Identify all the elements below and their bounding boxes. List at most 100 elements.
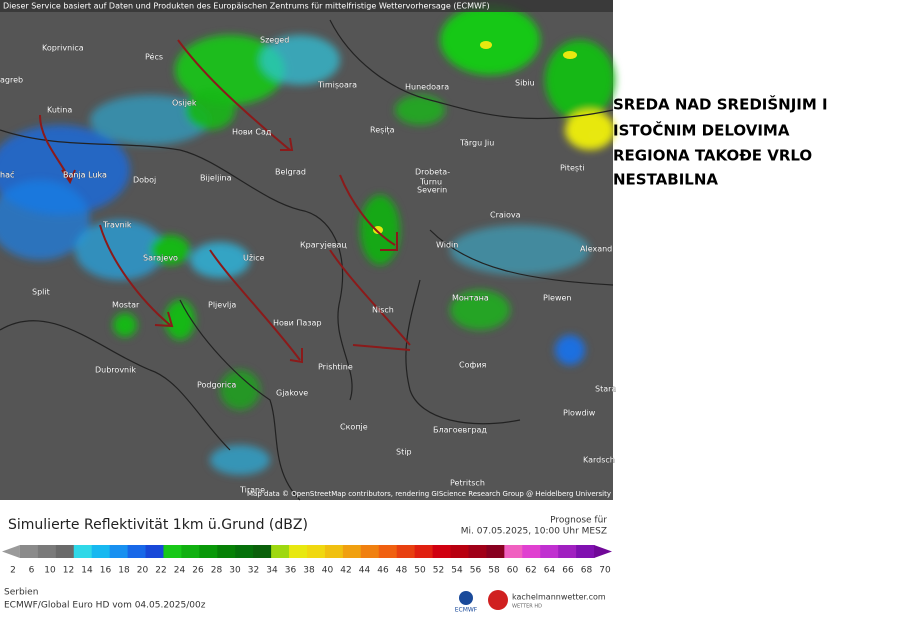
colorbar-segment [414, 545, 434, 558]
colorbar-tick-label: 12 [63, 566, 74, 576]
colorbar-segment [307, 545, 326, 558]
colorbar-segment [522, 545, 541, 558]
colorbar-segment [253, 545, 272, 558]
colorbar-segment [181, 545, 200, 558]
annotation-line: REGIONA TAKOĐE VRLO [613, 147, 812, 165]
trend-arrows [39, 39, 411, 364]
ecmwf-logo: ECMWF [455, 607, 478, 614]
city-label: hać [0, 170, 14, 180]
city-label: Pljevlja [208, 301, 236, 310]
colorbar-segment [342, 545, 362, 558]
colorbar-tick-label: 10 [44, 566, 56, 576]
colorbar-segment [450, 545, 469, 558]
city-label: Нови Сад [232, 128, 272, 137]
colorbar-segment [558, 545, 577, 558]
colorbar-tick-label: 42 [340, 566, 351, 576]
colorbar-tick-label: 66 [562, 566, 574, 576]
annotation-line: ISTOČNIM DELOVIMA [613, 121, 790, 140]
map: Koprivnica Pécs Szeged Osijek agreb Kutina Tim… [0, 0, 617, 501]
city-label: Крагујевац [300, 241, 347, 250]
attribution: Dieser Service basiert auf Daten und Pro… [3, 2, 490, 11]
colorbar-segment [37, 545, 57, 558]
city-label: Pécs [145, 52, 163, 62]
city-label: Нови Пазар [273, 319, 322, 328]
city-label: Szeged [260, 36, 289, 45]
colorbar-tick-label: 14 [81, 566, 93, 576]
colorbar-tick-label: 2 [10, 566, 16, 576]
city-label: Drobeta- [415, 168, 450, 177]
city-label: Монтана [452, 294, 489, 303]
city-label: Sarajevo [143, 254, 178, 263]
city-label: Alexand [580, 245, 612, 254]
model-run: ECMWF/Global Euro HD vom 04.05.2025/00z [4, 601, 206, 611]
colorbar-tick-label: 56 [470, 566, 482, 576]
colorbar-tick-label: 38 [303, 566, 315, 576]
colorbar-tick-label: 32 [248, 566, 259, 576]
colorbar-tick-label: 62 [525, 566, 536, 576]
city-label: Mostar [112, 301, 140, 310]
city-label: Reșița [370, 126, 395, 136]
colorbar-segment [504, 545, 523, 558]
city-label: Užice [243, 254, 265, 263]
site-icon [488, 590, 508, 610]
colorbar-segment [109, 545, 129, 558]
city-label: София [459, 361, 487, 370]
city-label: Gjakove [276, 389, 308, 398]
colorbar-tick-label: 28 [211, 566, 223, 576]
colorbar-segment [199, 545, 218, 558]
city-label: Pitești [560, 164, 584, 174]
colorbar-segment [594, 545, 612, 558]
colorbar-segment [324, 545, 344, 558]
colorbar-tick-label: 50 [414, 566, 426, 576]
colorbar-segment [235, 545, 254, 558]
city-label: agreb [0, 76, 23, 85]
colorbar-segment [360, 545, 380, 558]
colorbar-tick-label: 6 [29, 566, 35, 576]
city-label: Petritsch [450, 479, 485, 488]
region: Serbien [4, 588, 38, 598]
city-label: Turnu [419, 178, 442, 187]
colorbar-tick-label: 52 [433, 566, 444, 576]
site-sub: WETTER HD [512, 604, 542, 610]
colorbar-tick-label: 16 [100, 566, 112, 576]
colorbar-segment [289, 545, 308, 558]
colorbar-tick-label: 68 [581, 566, 593, 576]
colorbar-tick-label: 70 [599, 566, 611, 576]
colorbar-tick-label: 40 [322, 566, 334, 576]
city-label: Nisch [372, 306, 394, 315]
site-logo: kachelmannwetter.com [512, 593, 606, 602]
city-label: Severin [417, 186, 447, 195]
colorbar-tick-label: 44 [359, 566, 371, 576]
city-label: Craiova [490, 211, 521, 220]
city-label: Timișoara [317, 81, 357, 91]
attribution-bar [0, 0, 613, 12]
colorbar-tick-label: 58 [488, 566, 500, 576]
colorbar-segment [271, 545, 290, 558]
city-label: Sibiu [515, 79, 535, 88]
colorbar-tick-label: 36 [285, 566, 297, 576]
city-label: Podgorica [197, 381, 236, 390]
colorbar-tick-label: 20 [137, 566, 149, 576]
city-label: Travnik [102, 221, 132, 230]
colorbar-segment [2, 545, 20, 558]
ecmwf-icon [459, 591, 473, 605]
colorbar-segment [145, 545, 164, 558]
city-label: Widin [436, 241, 458, 250]
colorbar-segment [55, 545, 75, 558]
borders [0, 19, 614, 501]
colorbar-segment [486, 545, 505, 558]
colorbar-tick-label: 34 [266, 566, 278, 576]
colorbar-segment [163, 545, 182, 558]
city-label: Bijeljina [200, 174, 232, 183]
legend: Simulierte Reflektivität 1km ü.Grund (dB… [2, 516, 612, 614]
city-labels: Koprivnica Pécs Szeged Osijek agreb Kutina Tim… [0, 35, 617, 494]
colorbar-segment [396, 545, 416, 558]
city-label: Plowdiw [563, 409, 596, 418]
colorbar-tick-label: 24 [174, 566, 186, 576]
city-label: Kardsch [583, 456, 615, 465]
colorbar-segment [378, 545, 398, 558]
city-label: Split [32, 288, 50, 297]
annotation: SREDA NAD SREDIŠNJIM I ISTOČNIM DELOVIMA… [613, 95, 828, 189]
city-label: Plewen [543, 294, 572, 303]
